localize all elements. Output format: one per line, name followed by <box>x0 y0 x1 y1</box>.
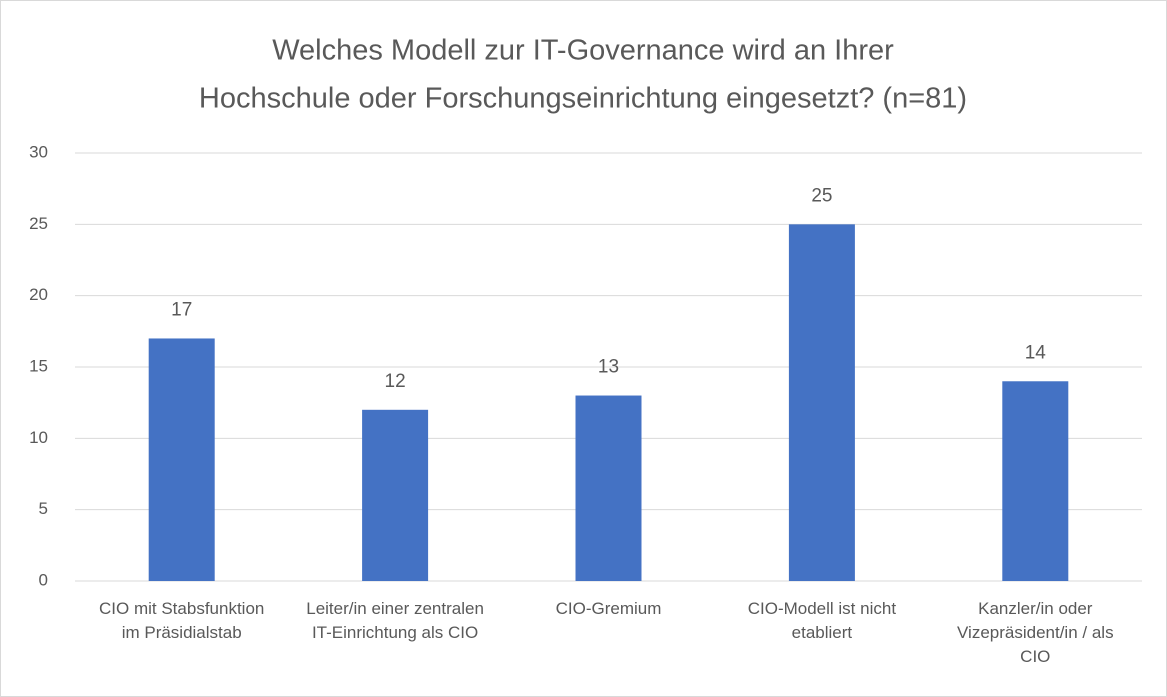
y-tick-label: 5 <box>39 499 48 518</box>
y-tick-label: 15 <box>29 356 48 375</box>
data-label: 13 <box>598 357 619 378</box>
x-tick-label: CIO mit Stabsfunktion im Präsidialstab <box>99 599 265 642</box>
data-label: 14 <box>1025 342 1047 363</box>
bar <box>148 338 215 581</box>
chart-title-line: Welches Modell zur IT-Governance wird an… <box>272 35 894 67</box>
data-label: 25 <box>811 185 832 206</box>
bar <box>788 224 855 582</box>
y-tick-label: 20 <box>29 285 48 304</box>
x-tick-label: Leiter/in einer zentralen IT-Einrichtung… <box>306 599 484 642</box>
x-tick-label: Kanzler/in oder Vizepräsident/in / als C… <box>957 599 1114 666</box>
y-tick-label: 0 <box>39 570 48 589</box>
bar <box>575 395 642 581</box>
bar <box>1002 381 1069 581</box>
chart-title-line: Hochschule oder Forschungseinrichtung ei… <box>199 83 967 115</box>
y-tick-label: 10 <box>29 428 48 447</box>
data-label: 12 <box>385 371 406 392</box>
y-tick-label: 25 <box>29 214 48 233</box>
bar <box>362 409 429 581</box>
y-tick-label: 30 <box>29 142 48 161</box>
x-tick-label: CIO-Modell ist nicht etabliert <box>747 599 897 642</box>
x-tick-label: CIO-Gremium <box>555 599 662 618</box>
data-label: 17 <box>171 299 192 320</box>
